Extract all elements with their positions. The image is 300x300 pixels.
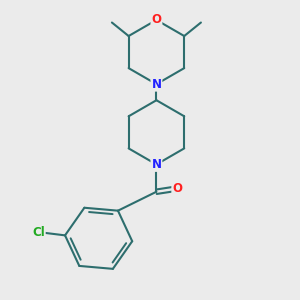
Text: O: O	[172, 182, 182, 195]
Text: Cl: Cl	[32, 226, 45, 239]
Text: N: N	[152, 78, 161, 91]
Text: N: N	[152, 158, 161, 171]
Text: O: O	[152, 14, 161, 26]
